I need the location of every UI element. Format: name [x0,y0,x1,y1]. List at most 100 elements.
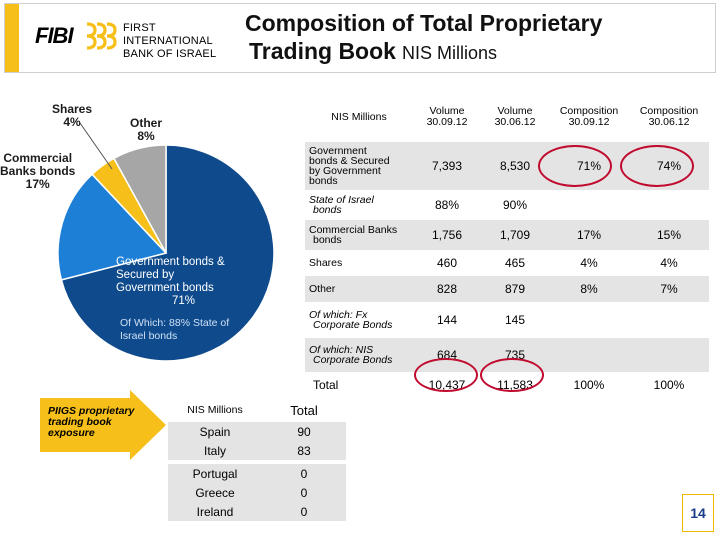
table-row: Commercial Banks bonds 1,756 1,709 17% 15… [305,220,709,250]
logo-text: FIRST INTERNATIONAL BANK OF ISRAEL [123,22,235,61]
header-vol2-l1: Volume [497,105,533,117]
piigs-country: Portugal [168,464,262,483]
cell-v2: 1,709 [481,220,549,250]
pie-slice-other [112,144,167,254]
cell-c1: 4% [580,256,598,270]
pie-label-gov-line2: Secured by [116,269,175,281]
title-units: NIS Millions [401,43,497,63]
cell-c1 [549,190,629,220]
header-volume-sep: Volume 30.09.12 [413,92,481,142]
cell-v2: 465 [504,256,526,270]
row-label-total: Total [313,378,339,392]
row-label-government: Government bonds & Secured by Government bo… [305,142,413,190]
row-label-commercial: Commercial Banks bonds [305,220,413,250]
cell-c2 [629,338,709,372]
slide-header: FIBI FIRST INTERNATIONAL BANK OF ISRAEL … [4,3,716,73]
piigs-total: 83 [262,441,346,460]
cell-c1: 17% [549,220,629,250]
table-row: Of which: NIS Corporate Bonds 684 735 [305,338,709,372]
piigs-country: Ireland [168,502,262,521]
pie-label-sub-line2: Israel bonds [120,330,178,342]
cell-v1: 7,393 [413,142,481,190]
cell-c2 [629,190,709,220]
header-vol2-l2: 30.06.12 [494,116,536,128]
cell-v1: 460 [436,256,458,270]
pie-label-gov-line1: Government bonds & [116,256,225,268]
title-line1: Composition of Total Proprietary [245,10,603,36]
table-row: Italy 83 [168,441,346,460]
cell-v2: 879 [481,276,549,302]
header-comp1-l1: Composition [559,105,619,117]
pie-label-government-sub: Of Which: 88% State of Israel bonds [120,317,229,343]
pie-label-commercial: Commercial Banks bonds 17% [0,152,75,191]
pie-label-gov-pct: 71% [172,295,196,307]
header-vol1-l2: 30.09.12 [426,116,468,128]
header-comp1-l2: 30.09.12 [568,116,610,128]
pie-label-other-name: Other [130,116,163,130]
row-label-other: Other [305,276,413,302]
piigs-country: Greece [168,483,262,502]
cell-v1: 828 [413,276,481,302]
logo-line1: FIRST INTERNATIONAL [123,22,213,47]
title-line2: Trading Book [249,38,396,64]
piigs-arrow-line2: trading book [48,416,112,428]
pie-label-commercial-line1: Commercial [3,151,73,165]
cell-v2: 90% [502,198,528,212]
highlight-circle-comp-sep [538,145,612,187]
page-title: Composition of Total Proprietary Trading… [245,9,602,67]
pie-label-shares: Shares 4% [52,103,92,129]
composition-pie-chart: Shares 4% Other 8% Commercial Banks bond… [0,95,300,375]
table-row: Portugal 0 [168,464,346,483]
cell-c2: 4% [660,256,678,270]
cell-c1: 8% [549,276,629,302]
bank-logo: FIBI FIRST INTERNATIONAL BANK OF ISRAEL [35,18,235,61]
cell-v2: 145 [504,313,526,327]
pie-label-commercial-pct: 17% [25,177,50,191]
shares-leader-line [79,122,113,170]
accent-bar [5,4,19,72]
header-comp2-l2: 30.06.12 [648,116,690,128]
row-label-state-israel: State of Israel bonds [309,194,374,216]
piigs-exposure-table: NIS Millions Total Spain 90 Italy 83 Por… [168,398,346,521]
table-row: Other 828 879 8% 7% [305,276,709,302]
header-comp-sep: Composition 30.09.12 [549,92,629,142]
piigs-country: Italy [168,441,262,460]
header-volume-jun: Volume 30.06.12 [481,92,549,142]
table-row: State of Israel bonds 88% 90% [305,190,709,220]
piigs-header-label: NIS Millions [187,404,243,416]
table-row: Shares 460 465 4% 4% [305,250,709,276]
cell-c2-total: 100% [653,378,685,392]
logo-short: FIBI [35,23,74,48]
logo-line2: BANK OF ISRAEL [123,48,217,60]
cell-v1: 1,756 [413,220,481,250]
table-row: Spain 90 [168,422,346,441]
table-header-row: NIS Millions Volume 30.09.12 Volume 30.06.… [305,92,709,142]
row-label-nis-corporate: Of which: NIS Corporate Bonds [305,338,413,372]
pie-slice-commercial [57,173,168,281]
pie-label-sub-line1: Of Which: 88% State of [120,317,230,329]
piigs-total: 0 [262,464,346,483]
pie-label-shares-pct: 4% [63,115,81,129]
cell-v1: 88% [434,198,460,212]
pie-label-gov-line3: Government bonds [116,282,214,294]
piigs-total: 0 [262,483,346,502]
piigs-total: 0 [262,502,346,521]
piigs-arrow-icon [40,390,166,460]
cell-c2: 15% [629,220,709,250]
cell-c2 [629,302,709,338]
piigs-header-total: Total [290,402,318,418]
header-comp-jun: Composition 30.06.12 [629,92,709,142]
trading-book-table: NIS Millions Volume 30.09.12 Volume 30.06.… [305,92,709,398]
header-comp2-l1: Composition [639,105,699,117]
table-row: Of which: Fx Corporate Bonds 144 145 [305,302,709,338]
row-label-fx-corporate: Of which: Fx Corporate Bonds [309,309,393,331]
cell-v2: 8,530 [481,142,549,190]
highlight-circle-comp-jun [620,145,694,187]
cell-c1 [549,338,629,372]
piigs-arrow-line1: PIIGS proprietary [48,405,135,417]
piigs-header-row: NIS Millions Total [168,398,346,422]
cell-c1 [549,302,629,338]
piigs-arrow-label: PIIGS proprietary trading book exposure [48,406,134,439]
table-row: Greece 0 [168,483,346,502]
pie-slice-government [60,144,275,362]
